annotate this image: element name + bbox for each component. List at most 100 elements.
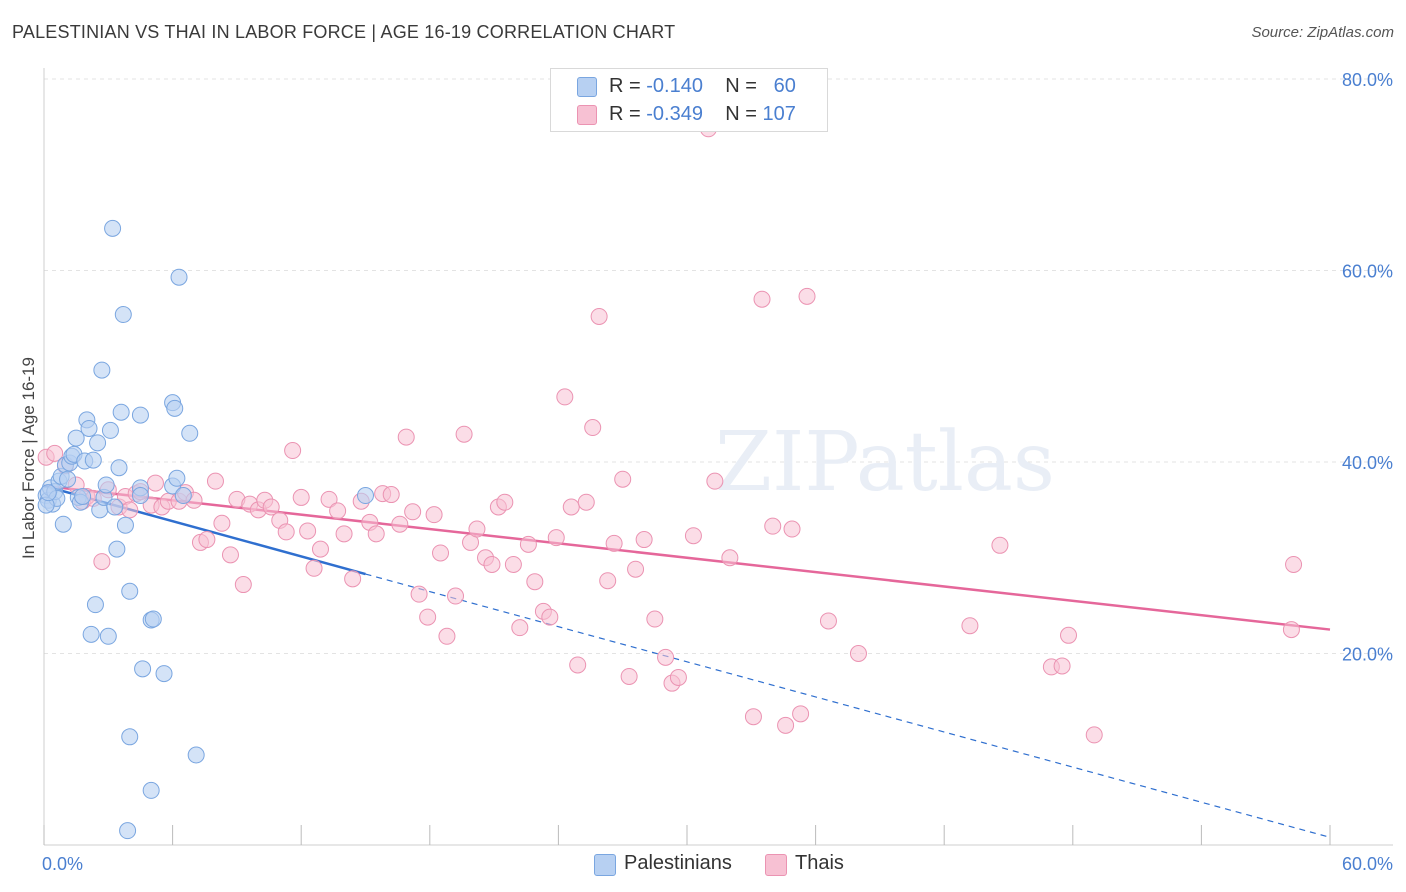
palestinians-point (59, 470, 77, 488)
thais-point (234, 576, 252, 594)
palestinians-point (84, 451, 102, 469)
thais-point (849, 645, 867, 662)
thais-point (541, 608, 559, 626)
thais-point (504, 555, 522, 573)
palestinians-swatch (577, 77, 597, 97)
palestinians-point (93, 361, 111, 379)
watermark: ZIPatlas (715, 415, 1055, 510)
thais-point (614, 470, 632, 488)
y-axis-label: In Labor Force | Age 16-19 (19, 357, 38, 559)
thais-point (792, 705, 810, 723)
thais-swatch (577, 105, 597, 125)
palestinians-point (121, 582, 139, 600)
y-tick-label: 40.0% (1342, 453, 1393, 473)
legend-r-label: R = (609, 103, 647, 125)
thais-point (511, 619, 529, 637)
y-tick-label: 20.0% (1342, 645, 1393, 665)
stats-legend: R = -0.140 N = 60 R = -0.349 N = 107 (550, 68, 828, 132)
tick-labels: 20.0% 40.0% 60.0% 80.0% 0.0% 60.0% (42, 70, 1393, 874)
thais-point (577, 493, 595, 511)
palestinians-point (121, 728, 139, 746)
palestinians-point (168, 469, 186, 487)
palestinians-point (166, 399, 184, 417)
thais-point (584, 419, 602, 437)
palestinians-point (99, 627, 117, 645)
thais-point (284, 442, 302, 460)
grid-lines (44, 78, 1393, 654)
palestinians-legend-label: Palestinians (624, 852, 732, 874)
thais-point (669, 668, 687, 686)
thais-point (121, 501, 139, 519)
palestinians-legend-swatch (594, 854, 616, 876)
x-tick-label: 60.0% (1342, 854, 1393, 874)
thais-point (483, 555, 501, 573)
thais-legend-swatch (765, 854, 787, 876)
palestinians-point (67, 429, 85, 447)
palestinians-point (155, 665, 173, 683)
legend-n-value: 107 (762, 103, 796, 125)
palestinians-point (80, 419, 98, 437)
thais-point (320, 490, 338, 508)
palestinians-point (357, 487, 374, 505)
thais-point (605, 534, 623, 552)
palestinians-point (119, 822, 137, 840)
thais-point (590, 307, 608, 325)
palestinians-point (39, 484, 57, 502)
palestinians-point (86, 596, 104, 614)
legend-r-value: -0.140 (646, 75, 703, 97)
thais-point (221, 546, 239, 564)
palestinians-point (54, 515, 72, 533)
thais-point (198, 531, 216, 549)
thais-legend-label: Thais (795, 852, 844, 874)
palestinians-point (187, 746, 205, 764)
source-credit: Source: ZipAtlas.com (1251, 24, 1394, 41)
thais-point (213, 514, 231, 532)
palestinians-point (114, 306, 132, 324)
thais-point (1053, 657, 1071, 675)
legend-n-value: 60 (773, 75, 796, 97)
thais-point (620, 667, 638, 685)
thais-point (292, 488, 310, 506)
thais-point (783, 520, 801, 538)
palestinians-point (170, 268, 188, 286)
thais-point (299, 522, 317, 540)
thais-point (447, 587, 465, 605)
palestinians-point (112, 403, 130, 421)
thais-point (1060, 626, 1078, 644)
thais-point (961, 617, 979, 635)
legend-n-label: N = (725, 75, 763, 97)
thais-point (657, 648, 675, 666)
chart-title: PALESTINIAN VS THAI IN LABOR FORCE | AGE… (12, 22, 676, 42)
thais-point (519, 535, 537, 553)
thais-point (344, 570, 362, 588)
y-tick-label: 80.0% (1342, 70, 1393, 90)
thais-point (744, 708, 762, 726)
thais-point (311, 540, 329, 558)
thais-point (305, 559, 323, 577)
thais-point (468, 520, 486, 538)
palestinians-point (181, 424, 199, 442)
thais-point (410, 585, 428, 603)
thais-point (367, 525, 385, 543)
thais-point (819, 612, 837, 630)
thais-points (37, 120, 1303, 744)
thais-point (798, 287, 816, 305)
thais-point (991, 536, 1009, 554)
thais-point (455, 425, 473, 443)
palestinians-point (131, 487, 149, 505)
thais-point (777, 716, 795, 734)
palestinians-point (144, 610, 162, 628)
legend-r-label: R = (609, 75, 647, 97)
palestinians-point (89, 434, 107, 452)
legend-r-value: -0.349 (646, 103, 703, 125)
thais-point (262, 498, 280, 516)
thais-point (382, 486, 400, 504)
thais-point (432, 544, 450, 562)
palestinians-trend-extension (365, 573, 1331, 838)
thais-point (93, 553, 111, 571)
thais-point (646, 610, 664, 628)
thais-point (391, 515, 409, 533)
thais-point (635, 531, 653, 549)
palestinians-point (106, 498, 124, 516)
